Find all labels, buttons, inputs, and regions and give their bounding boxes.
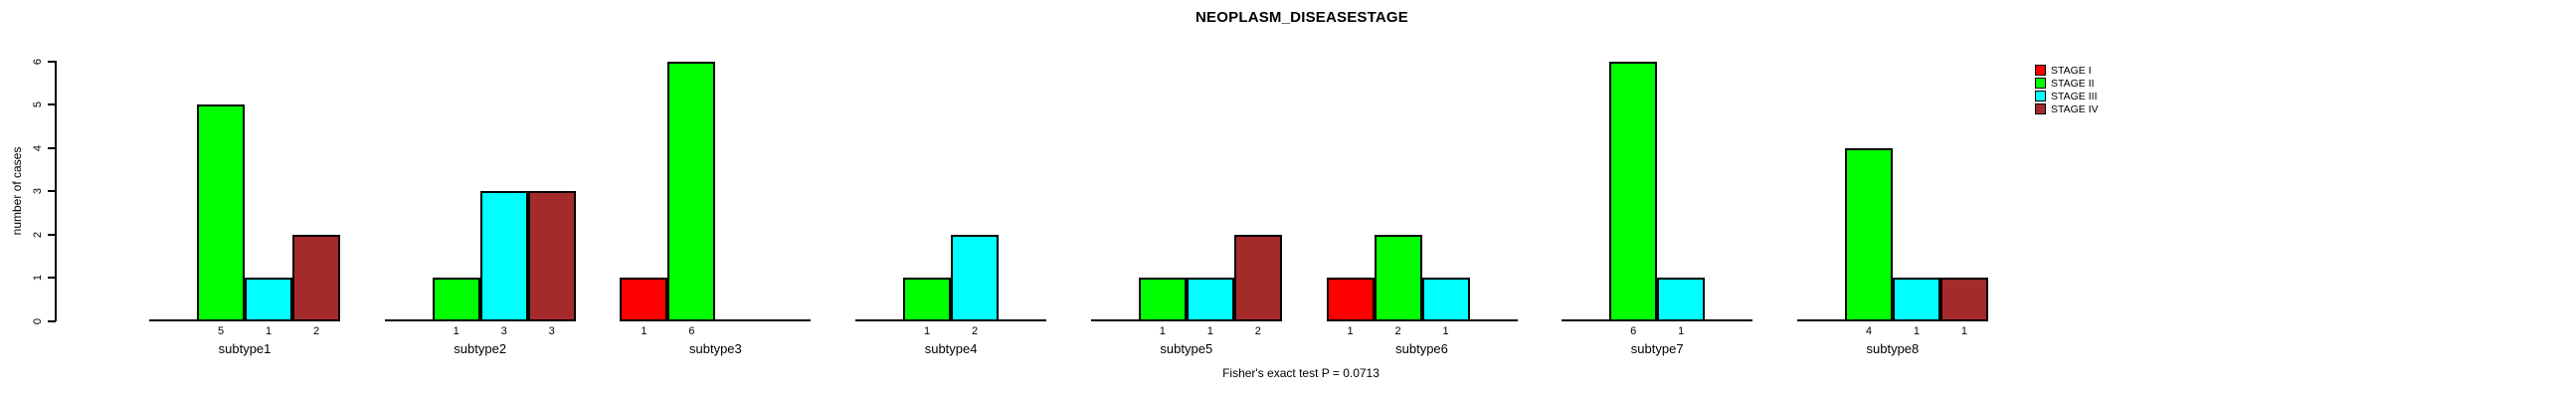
bar-value-label: 1 [265, 325, 273, 337]
bar-value-label: 2 [1394, 325, 1401, 337]
bar-value-label: 2 [972, 325, 979, 337]
x-axis-baseline [620, 319, 812, 321]
bar-value-label: 1 [1913, 325, 1920, 337]
legend-swatch [2035, 65, 2046, 76]
x-group-label: subtype1 [218, 341, 272, 356]
bar-value-label: 3 [548, 325, 555, 337]
x-group-label: subtype2 [454, 341, 507, 356]
y-axis-tick [48, 146, 56, 149]
y-axis-tick-label: 5 [32, 100, 44, 108]
bar-value-label: 4 [1865, 325, 1872, 337]
legend-label: STAGE I [2051, 64, 2092, 77]
legend-item: STAGE II [2035, 77, 2099, 90]
bar-value-label: 2 [1254, 325, 1261, 337]
x-group-label: subtype7 [1630, 341, 1684, 356]
bar-stage-ii [1609, 61, 1658, 321]
bar-value-label: 1 [641, 325, 647, 337]
bar-stage-iii [479, 191, 528, 321]
bar-stage-iii [245, 278, 292, 321]
x-group-label: subtype3 [689, 341, 742, 356]
y-axis-line [55, 61, 57, 321]
bar-stage-ii [903, 278, 952, 321]
bar-value-label: 1 [1347, 325, 1354, 337]
bar-stage-i [620, 278, 668, 321]
chart-title: NEOPLASM_DISEASESTAGE [1196, 9, 1408, 26]
y-axis-tick-label: 1 [32, 274, 44, 282]
bar-value-label: 1 [1960, 325, 1967, 337]
legend-swatch [2035, 91, 2046, 101]
bar-value-label: 1 [1206, 325, 1213, 337]
y-axis-tick-label: 4 [32, 144, 44, 151]
bar-stage-iii [1892, 278, 1940, 321]
bar-stage-ii [667, 61, 716, 321]
bar-stage-iii [951, 234, 1000, 321]
y-axis-tick-label: 6 [32, 58, 44, 65]
x-group-label: subtype8 [1866, 341, 1920, 356]
bar-value-label: 3 [500, 325, 507, 337]
y-axis-label: number of cases [10, 146, 24, 236]
bar-value-label: 5 [217, 325, 225, 337]
y-axis-tick [48, 60, 56, 63]
bar-stage-ii [1138, 278, 1187, 321]
bar-value-label: 1 [1678, 325, 1685, 337]
bar-stage-iv [527, 191, 576, 321]
bar-stage-iv [1939, 278, 1988, 321]
y-axis-tick [48, 319, 56, 322]
y-axis-tick [48, 103, 56, 105]
legend: STAGE I STAGE II STAGE III STAGE IV [2035, 64, 2099, 115]
legend-swatch [2035, 78, 2046, 89]
bar-value-label: 1 [1159, 325, 1166, 337]
bar-value-label: 6 [688, 325, 695, 337]
x-group-label: subtype5 [1160, 341, 1213, 356]
bar-stage-ii [197, 104, 245, 321]
bar-stage-ii [432, 278, 480, 321]
y-axis-tick-label: 2 [32, 231, 44, 238]
y-axis-tick [48, 277, 56, 279]
bar-value-label: 1 [1442, 325, 1449, 337]
legend-label: STAGE III [2051, 90, 2098, 102]
legend-item: STAGE I [2035, 64, 2099, 77]
legend-label: STAGE IV [2051, 102, 2099, 115]
bar-stage-iv [1233, 234, 1282, 321]
bar-stage-iv [292, 234, 340, 321]
bar-stage-i [1326, 278, 1375, 321]
bar-stage-ii [1844, 147, 1893, 321]
legend-item: STAGE III [2035, 90, 2099, 102]
y-axis-tick [48, 233, 56, 236]
fisher-test-caption: Fisher's exact test P = 0.0713 [1222, 366, 1380, 380]
y-axis-tick [48, 190, 56, 192]
x-group-label: subtype4 [924, 341, 978, 356]
bar-stage-ii [1374, 234, 1422, 321]
legend-item: STAGE IV [2035, 102, 2099, 115]
bar-value-label: 6 [1630, 325, 1637, 337]
bar-stage-iii [1186, 278, 1234, 321]
bar-value-label: 1 [453, 325, 460, 337]
y-axis-tick-label: 0 [32, 317, 44, 324]
legend-swatch [2035, 103, 2046, 114]
bar-value-label: 1 [924, 325, 931, 337]
x-group-label: subtype6 [1395, 341, 1448, 356]
bar-stage-iii [1657, 278, 1706, 321]
legend-label: STAGE II [2051, 77, 2095, 90]
bar-stage-iii [1421, 278, 1470, 321]
y-axis-tick-label: 3 [32, 187, 44, 195]
bar-value-label: 2 [312, 325, 320, 337]
